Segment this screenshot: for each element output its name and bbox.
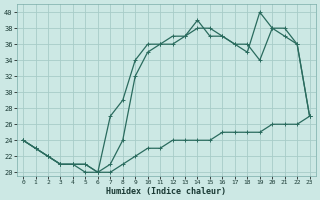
X-axis label: Humidex (Indice chaleur): Humidex (Indice chaleur) <box>106 187 226 196</box>
